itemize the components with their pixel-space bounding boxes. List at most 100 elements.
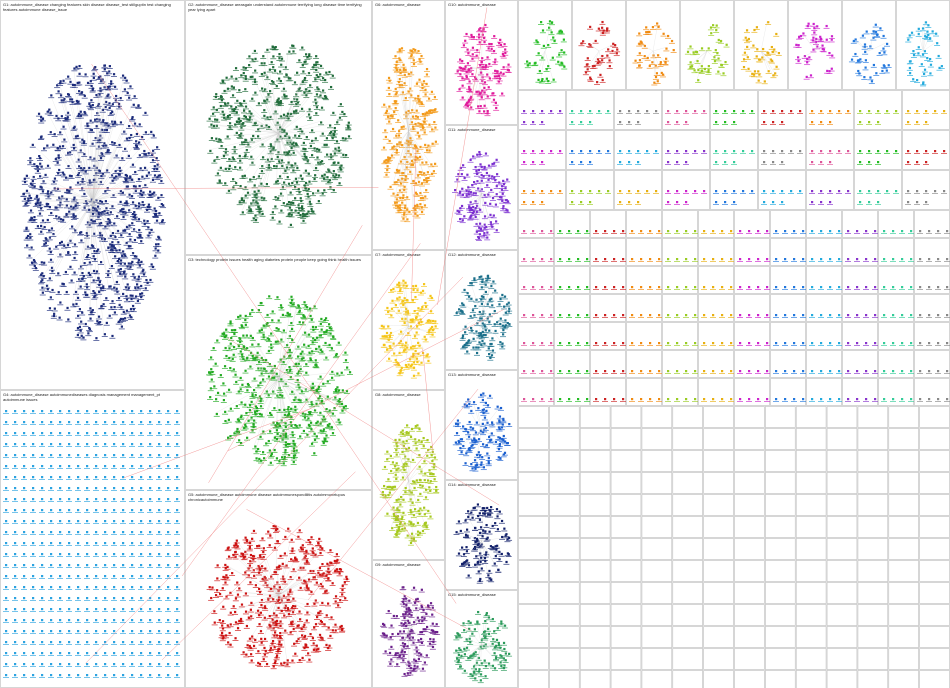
node-label: [321, 146, 328, 148]
node-label: [345, 138, 352, 140]
node: [276, 394, 279, 397]
node-label: [322, 320, 329, 322]
node-label: [74, 205, 81, 207]
node: [219, 138, 222, 142]
node: [292, 460, 295, 464]
node: [83, 153, 86, 156]
node-label: [165, 622, 171, 623]
node: [124, 202, 127, 205]
node-label: [103, 210, 110, 211]
node-label: [91, 160, 98, 162]
node-label: [66, 435, 72, 436]
node-label: [282, 438, 289, 440]
node-label: [103, 324, 110, 326]
node: [167, 553, 170, 556]
edge: [92, 154, 116, 202]
node-label: [129, 600, 135, 601]
node: [50, 542, 53, 545]
node-label: [242, 189, 249, 191]
node: [325, 330, 328, 333]
node: [93, 295, 96, 298]
node: [167, 564, 170, 567]
node-label: [43, 206, 50, 208]
node-label: [12, 446, 18, 447]
node-label: [241, 143, 248, 145]
node: [122, 250, 125, 253]
node: [329, 132, 332, 135]
edge: [36, 200, 93, 203]
node-label: [76, 281, 83, 282]
node: [140, 619, 143, 622]
edge: [278, 354, 289, 379]
node: [49, 296, 52, 299]
node: [266, 116, 269, 119]
node: [128, 224, 131, 227]
node: [58, 196, 61, 199]
node: [88, 166, 91, 170]
node-label: [111, 250, 118, 252]
node-label: [102, 633, 108, 634]
node-label: [21, 578, 27, 579]
node-label: [290, 172, 297, 174]
node: [118, 173, 121, 176]
node: [263, 114, 266, 117]
node-label: [106, 73, 113, 75]
node-label: [116, 146, 123, 148]
node: [288, 369, 292, 373]
node-label: [74, 137, 81, 139]
node-label: [112, 102, 119, 104]
node-label: [109, 126, 116, 128]
node: [98, 290, 101, 294]
node-label: [93, 556, 99, 557]
node-label: [84, 556, 90, 557]
node-label: [93, 523, 99, 524]
node: [77, 586, 80, 589]
node: [331, 432, 335, 435]
node: [96, 118, 99, 121]
node-label: [321, 176, 328, 178]
edge: [278, 133, 285, 170]
node: [278, 77, 281, 80]
node-label: [44, 147, 51, 149]
node-label: [313, 77, 320, 78]
node: [338, 398, 341, 401]
node-label: [79, 141, 86, 143]
node-label: [242, 372, 249, 374]
node-label: [301, 81, 308, 83]
node: [167, 421, 170, 424]
node-label: [296, 324, 303, 325]
node: [270, 332, 273, 335]
node: [260, 182, 263, 185]
node: [304, 181, 308, 185]
node-label: [269, 372, 276, 374]
node-label: [123, 312, 130, 314]
node-label: [301, 80, 308, 81]
node-label: [268, 416, 275, 418]
node: [253, 78, 257, 81]
node-label: [131, 258, 138, 260]
node-label: [89, 145, 96, 147]
node: [77, 432, 80, 435]
node: [176, 476, 179, 479]
node-label: [214, 175, 221, 177]
node-label: [207, 390, 214, 392]
node: [281, 394, 284, 397]
node: [134, 204, 137, 207]
node-label: [288, 103, 295, 105]
node: [120, 234, 123, 237]
node-label: [57, 446, 63, 447]
node-label: [323, 99, 330, 101]
node-label: [125, 265, 132, 267]
node-label: [27, 164, 34, 166]
node: [30, 246, 33, 249]
node: [257, 128, 260, 131]
node-label: [3, 523, 9, 524]
node-label: [48, 468, 54, 469]
node-label: [250, 137, 257, 139]
node: [113, 542, 116, 545]
node-label: [266, 366, 273, 367]
edge: [92, 200, 112, 206]
node: [97, 211, 100, 214]
node-label: [34, 172, 41, 174]
node: [123, 262, 126, 265]
